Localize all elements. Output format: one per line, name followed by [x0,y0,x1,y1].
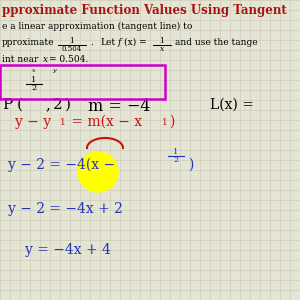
Text: x: x [160,45,164,53]
Text: 1: 1 [160,37,164,45]
Text: 2: 2 [53,98,63,112]
Text: m = −4: m = −4 [88,98,151,115]
Text: 0.504: 0.504 [62,45,82,53]
Text: e a linear approximation (tangent line) to: e a linear approximation (tangent line) … [2,22,192,31]
Text: = 0.504.: = 0.504. [49,55,88,64]
Text: pproximate: pproximate [2,38,55,47]
Text: 1: 1 [31,76,37,84]
Text: 2: 2 [173,156,178,164]
Text: = m(x − x: = m(x − x [67,115,142,129]
Text: (: ( [17,98,23,112]
Text: 2: 2 [32,84,37,92]
Text: y = −4x + 4: y = −4x + 4 [25,243,111,257]
Text: L(x) =: L(x) = [210,98,254,112]
Text: x: x [43,55,48,64]
Text: y − y: y − y [15,115,51,129]
Text: ): ) [188,158,194,172]
Text: ,: , [45,98,50,112]
Text: 1: 1 [70,37,74,45]
Text: .: . [90,38,93,47]
Text: y − 2 = −4(x −: y − 2 = −4(x − [8,158,115,172]
Text: (x) =: (x) = [124,38,147,47]
Text: and use the tange: and use the tange [175,38,258,47]
Text: f: f [118,38,122,47]
Text: pproximate Function Values Using Tangent: pproximate Function Values Using Tangent [2,4,287,17]
Text: 1: 1 [162,118,168,127]
Text: 1: 1 [60,118,66,127]
Text: ): ) [169,115,174,129]
Text: y: y [52,68,56,73]
Text: P: P [2,98,12,112]
Text: x: x [32,68,35,73]
Text: int near: int near [2,55,38,64]
Text: y − 2 = −4x + 2: y − 2 = −4x + 2 [8,202,123,216]
Circle shape [78,152,118,192]
Text: Let: Let [100,38,115,47]
Text: ): ) [65,98,71,112]
Text: 1: 1 [173,148,179,156]
